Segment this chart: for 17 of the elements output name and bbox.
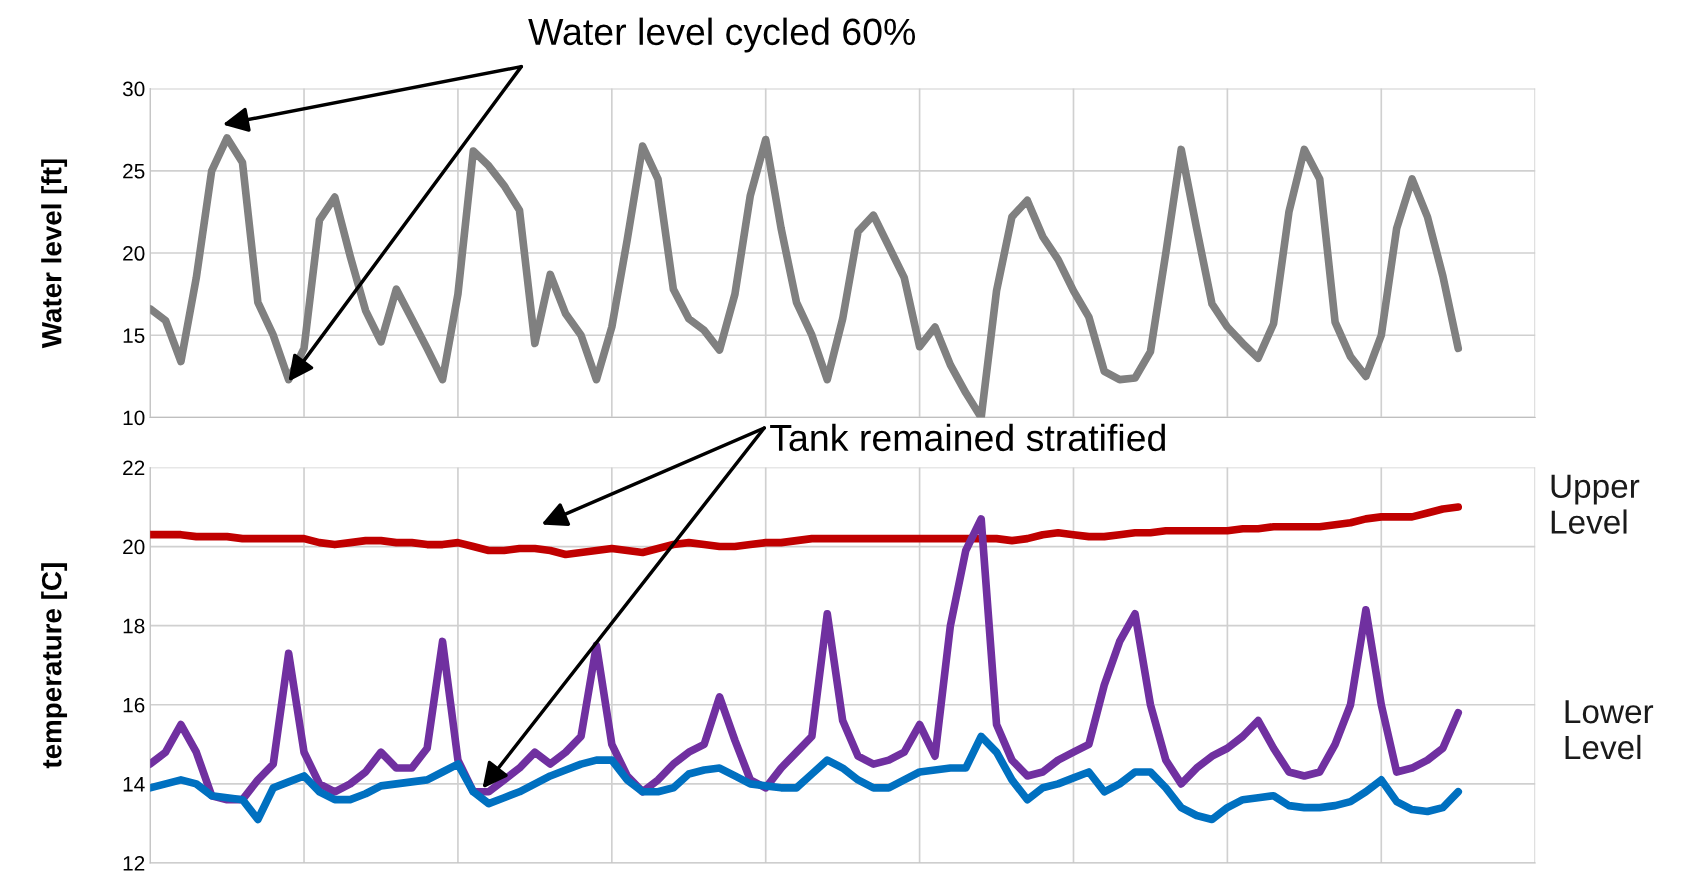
y-tick-label: 12 xyxy=(123,855,145,871)
y-tick-label: 20 xyxy=(123,539,145,555)
text: Water level cycled 60% xyxy=(528,17,916,53)
y-tick-label: 25 xyxy=(123,163,145,179)
y-tick-label: 30 xyxy=(122,81,145,97)
y-tick-label: 10 xyxy=(123,410,145,426)
y-tick-label: 20 xyxy=(123,246,145,261)
y-axis-title: temperature [C] xyxy=(41,563,68,769)
y-tick-label: 16 xyxy=(123,697,145,713)
y-tick-label: 18 xyxy=(123,618,145,634)
text: Upper Level xyxy=(1551,474,1640,534)
text: Tank remained stratified xyxy=(770,423,1165,452)
y-tick-label: 14 xyxy=(123,777,145,792)
y-axis-title: Water level [ft] xyxy=(41,159,68,349)
y-tick-label: 22 xyxy=(123,460,145,475)
y-tick-label: 15 xyxy=(123,328,145,343)
text: Lower Level xyxy=(1565,700,1654,760)
